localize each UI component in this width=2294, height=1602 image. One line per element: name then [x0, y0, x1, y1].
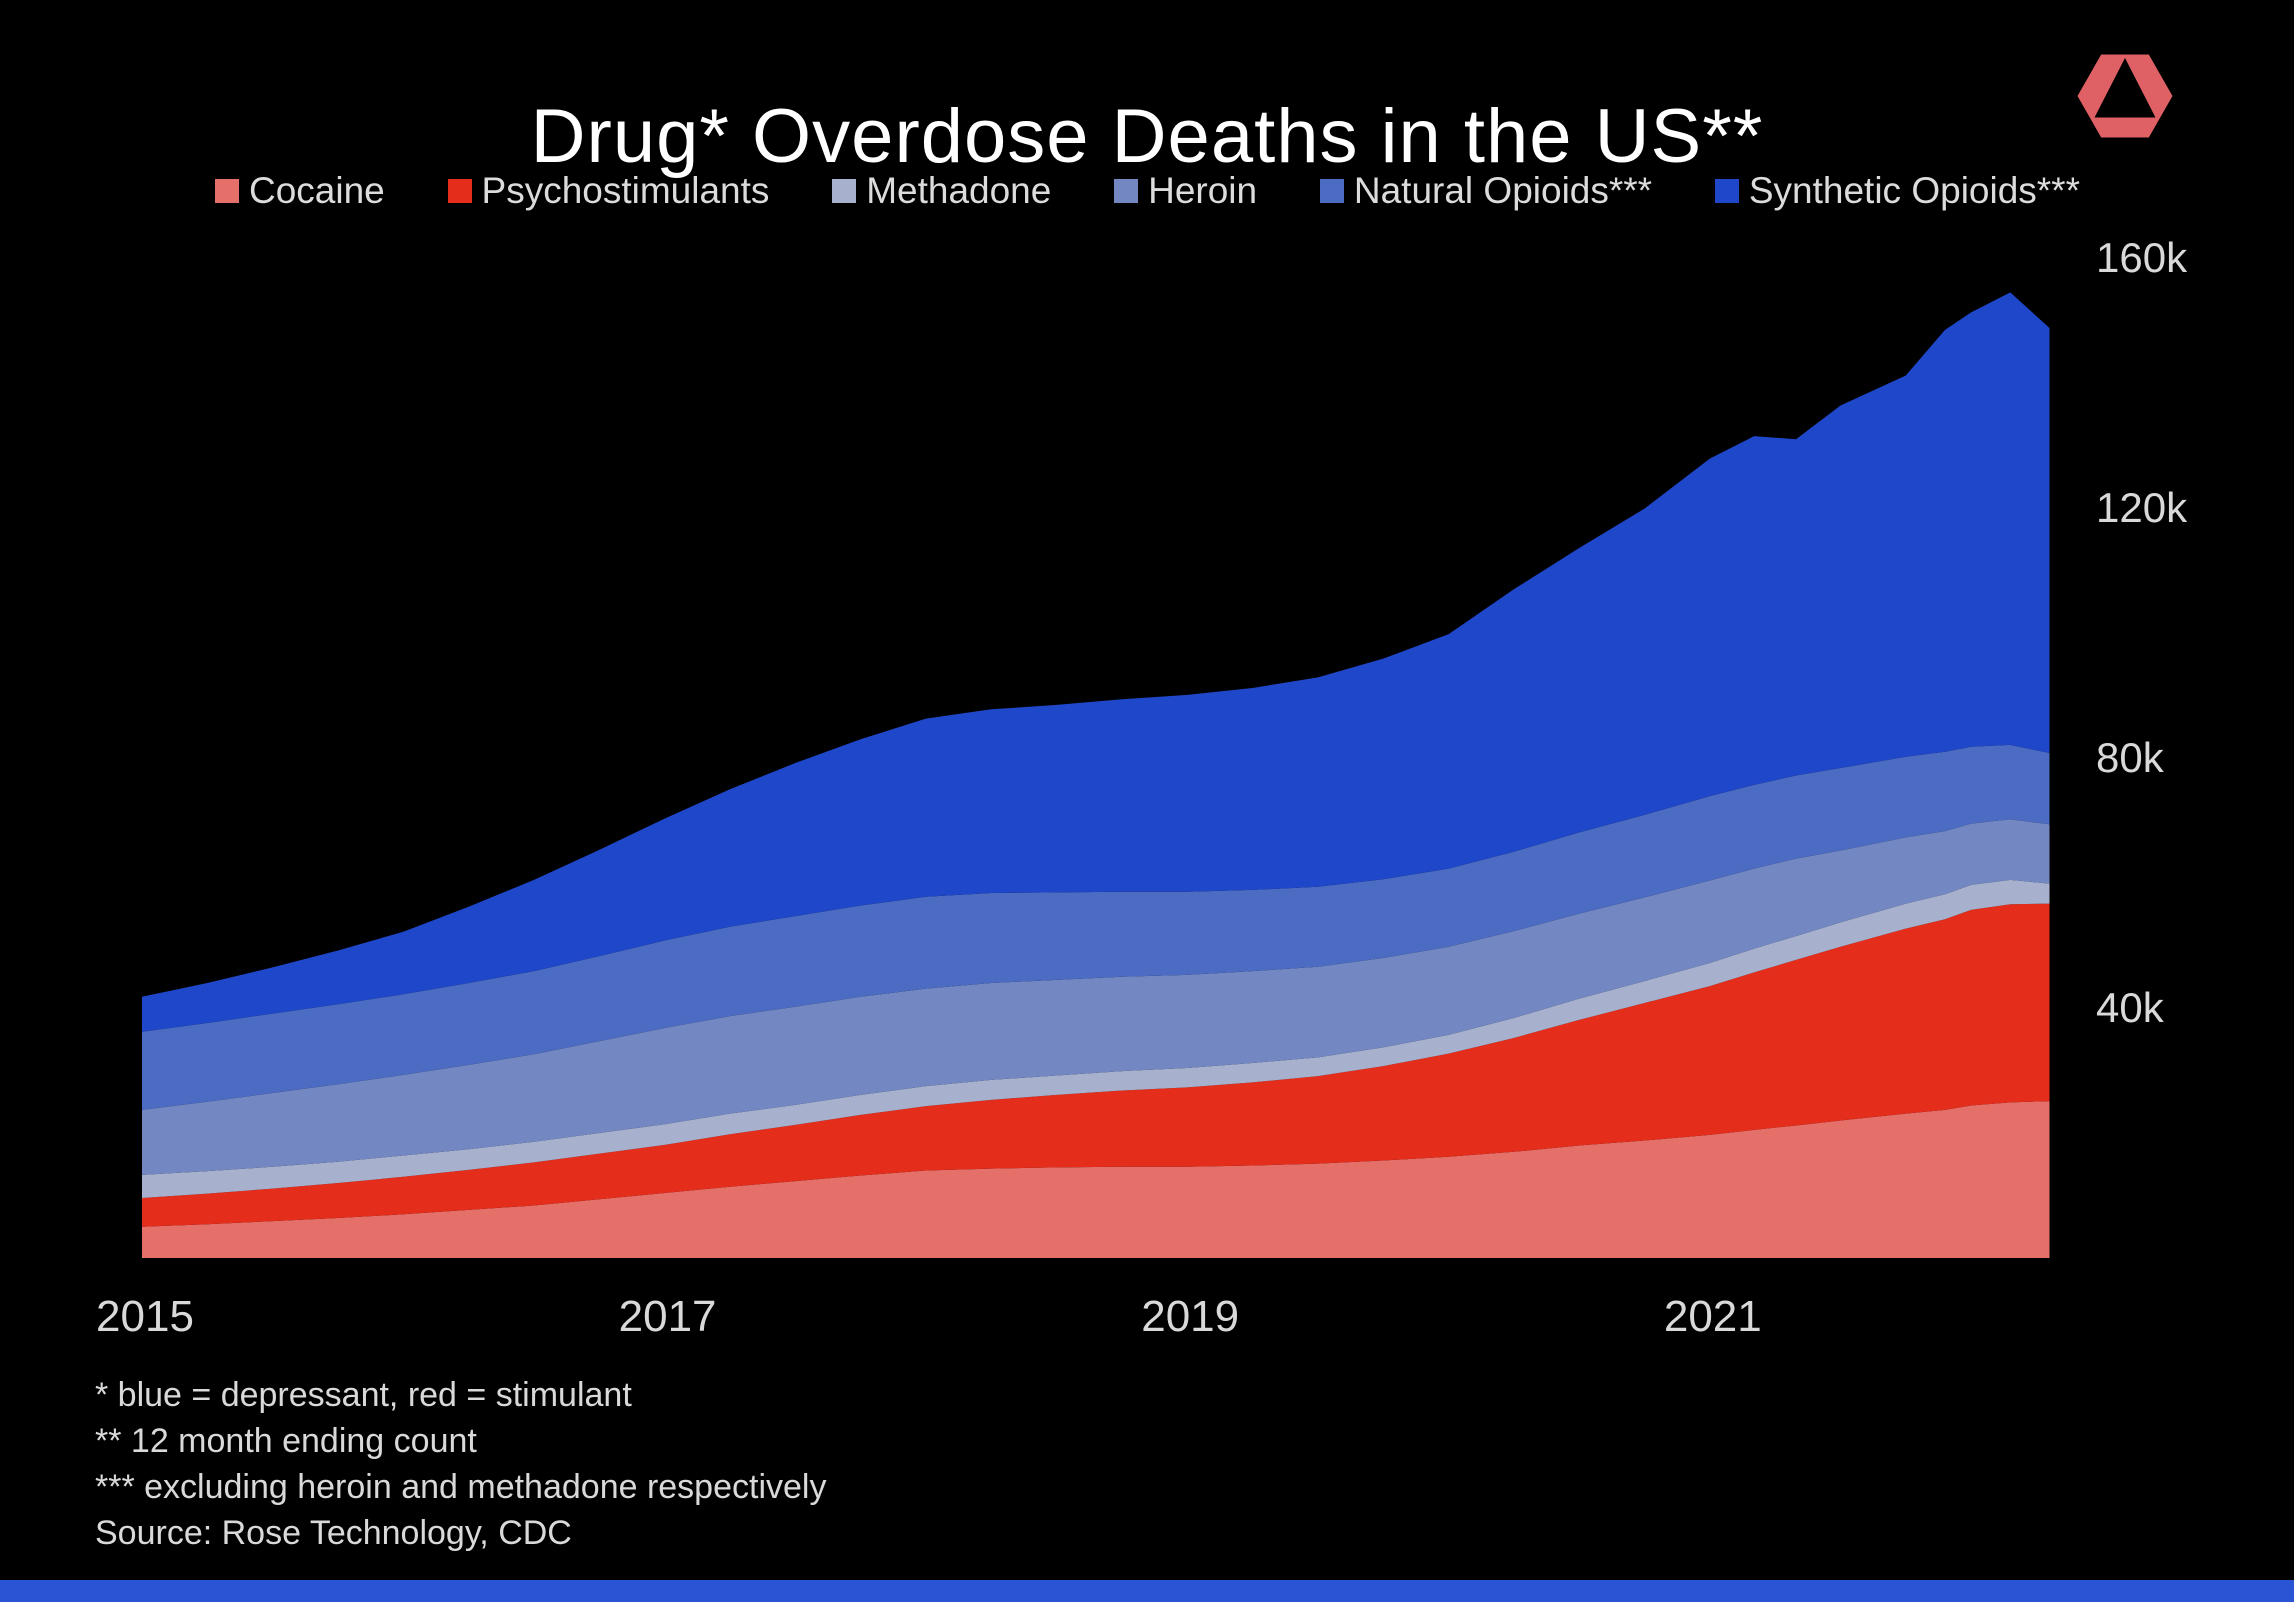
natural-opioids-swatch-icon [1319, 179, 1344, 203]
methadone-swatch-icon [832, 179, 857, 203]
legend-item-cocaine: Cocaine [215, 170, 385, 212]
legend-item-synthetic-opioids: Synthetic Opioids*** [1714, 170, 2080, 212]
y-axis-tick-80k: 80k [2096, 734, 2164, 781]
x-axis-tick-2017: 2017 [618, 1292, 717, 1341]
footnote-double-asterisk: ** 12 month ending count [95, 1422, 477, 1460]
x-axis-tick-2019: 2019 [1141, 1292, 1240, 1341]
area-band-psychostimulants [142, 903, 2050, 1227]
legend-label: Psychostimulants [481, 170, 770, 211]
legend-label: Cocaine [249, 170, 385, 211]
y-axis-tick-160k: 160k [2096, 234, 2188, 281]
legend-label: Natural Opioids*** [1353, 170, 1653, 211]
area-band-synthetic-opioids [142, 292, 2050, 1032]
footnote-asterisk: * blue = depressant, red = stimulant [95, 1376, 632, 1414]
legend-label: Methadone [866, 170, 1052, 211]
legend-item-natural-opioids: Natural Opioids*** [1319, 170, 1653, 212]
legend-label: Heroin [1148, 170, 1258, 211]
heroin-swatch-icon [1114, 179, 1139, 203]
footnote-triple-asterisk: *** excluding heroin and methadone respe… [95, 1468, 827, 1506]
area-band-natural-opioids [142, 744, 2050, 1110]
page-title: Drug* Overdose Deaths in the US** [530, 93, 1764, 179]
footnotes: * blue = depressant, red = stimulant ** … [95, 1372, 826, 1556]
area-band-cocaine [142, 1101, 2050, 1258]
y-axis-tick-40k: 40k [2096, 984, 2164, 1031]
psychostimulants-swatch-icon [447, 179, 472, 203]
footnote-source: Source: Rose Technology, CDC [95, 1514, 572, 1552]
legend-item-heroin: Heroin [1114, 170, 1257, 212]
synthetic-opioids-swatch-icon [1714, 179, 1739, 203]
x-axis-tick-2021: 2021 [1663, 1292, 1762, 1341]
area-band-heroin [142, 819, 2050, 1175]
legend-item-methadone: Methadone [832, 170, 1051, 212]
area-band-methadone [142, 879, 2050, 1198]
cocaine-swatch-icon [215, 179, 239, 203]
x-axis-tick-2015: 2015 [96, 1292, 194, 1341]
legend-item-psychostimulants: Psychostimulants [447, 170, 770, 212]
rose-technology-logo [2077, 54, 2173, 138]
accent-bar [0, 1580, 2294, 1602]
y-axis-tick-120k: 120k [2096, 484, 2188, 531]
chart-legend: Cocaine Psychostimulants Methadone Heroi… [215, 170, 2080, 212]
legend-label: Synthetic Opioids*** [1748, 170, 2080, 211]
